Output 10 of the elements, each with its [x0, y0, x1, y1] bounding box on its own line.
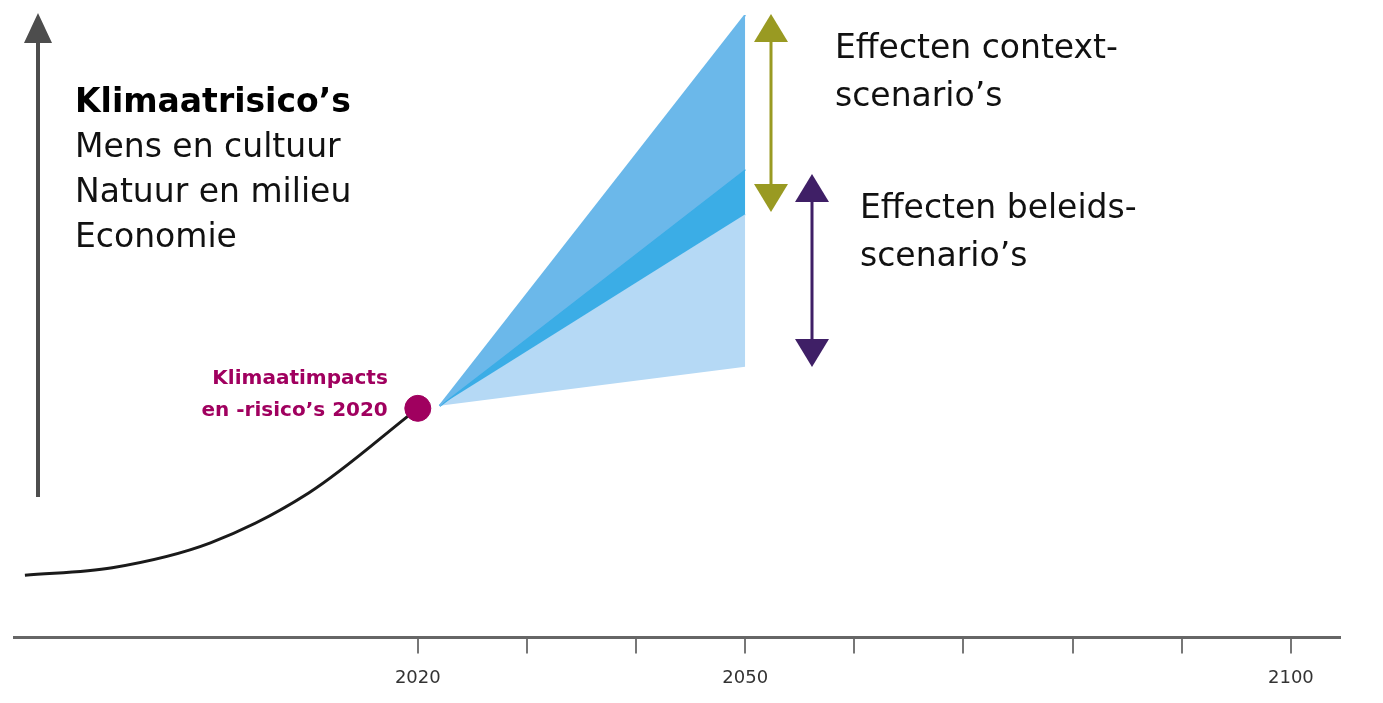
annotation: Economie: [75, 216, 237, 255]
annotation: Effecten beleids-scenario’s: [860, 187, 1137, 274]
annotation: Klimaatrisico’s: [75, 81, 351, 120]
annotation: Klimaatimpacts en -risico’s 2020: [201, 365, 388, 422]
annotation: Natuur en milieu: [75, 171, 352, 210]
x-tick-label: 2050: [722, 665, 769, 687]
x-tick-label: 2020: [394, 665, 441, 687]
x-tick-label: 2100: [1267, 665, 1314, 687]
annotation: Effecten context-scenario’s: [835, 27, 1118, 114]
annotation: Mens en cultuur: [75, 126, 342, 165]
